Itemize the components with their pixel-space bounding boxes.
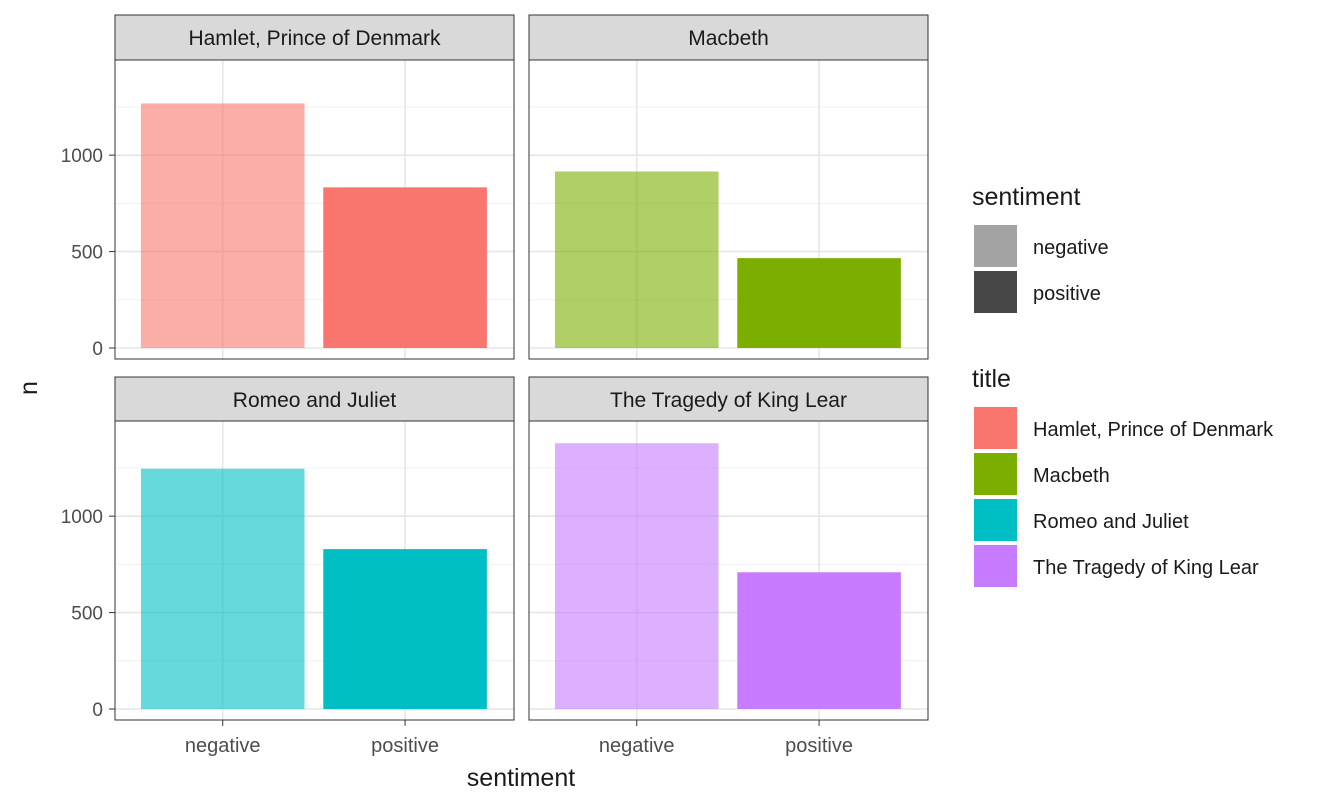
facet-strip (528, 376, 929, 422)
legend-key (974, 499, 1017, 541)
panel-border (114, 420, 515, 721)
facet-title: Romeo and Juliet (233, 389, 397, 412)
y-tick-label: 500 (71, 604, 103, 625)
facet-title: The Tragedy of King Lear (610, 389, 847, 412)
legend-label: Macbeth (1033, 465, 1110, 487)
panel-border (114, 59, 515, 360)
bar-negative (554, 171, 719, 348)
bar-negative (554, 443, 719, 709)
legend-key (974, 453, 1017, 495)
legend-key (974, 225, 1017, 267)
y-tick-label: 1000 (61, 507, 103, 528)
x-axis-title: sentiment (467, 764, 575, 792)
y-tick-label: 0 (92, 700, 103, 721)
bar-positive (323, 549, 487, 709)
legend-key (974, 407, 1017, 449)
bar-positive (323, 187, 487, 348)
y-axis-title: n (15, 381, 43, 395)
legend-key (974, 545, 1017, 587)
x-tick-label: positive (785, 735, 853, 757)
legend-label: positive (1033, 283, 1101, 305)
facet-strip (114, 14, 515, 61)
legend-label: Hamlet, Prince of Denmark (1033, 419, 1274, 441)
facet-strip (528, 14, 929, 61)
legend-label: Romeo and Juliet (1033, 511, 1189, 533)
x-tick-label: negative (185, 735, 261, 757)
bar-negative (140, 103, 305, 348)
facet-title: Hamlet, Prince of Denmark (188, 27, 441, 50)
legend-label: The Tragedy of King Lear (1033, 557, 1259, 579)
legend-key (974, 271, 1017, 313)
panel-border (528, 420, 929, 721)
x-tick-label: negative (599, 735, 675, 757)
bar-negative (140, 468, 305, 709)
x-tick-label: positive (371, 735, 439, 757)
y-tick-label: 1000 (61, 146, 103, 167)
legend-title: sentiment (972, 183, 1080, 211)
legend-title: title (972, 365, 1011, 393)
bar-positive (737, 572, 901, 709)
panel-border (528, 59, 929, 360)
y-tick-label: 500 (71, 243, 103, 264)
facet-strip (114, 376, 515, 422)
bar-positive (737, 258, 901, 348)
y-tick-label: 0 (92, 339, 103, 360)
facet-title: Macbeth (688, 27, 769, 50)
legend-label: negative (1033, 237, 1109, 259)
